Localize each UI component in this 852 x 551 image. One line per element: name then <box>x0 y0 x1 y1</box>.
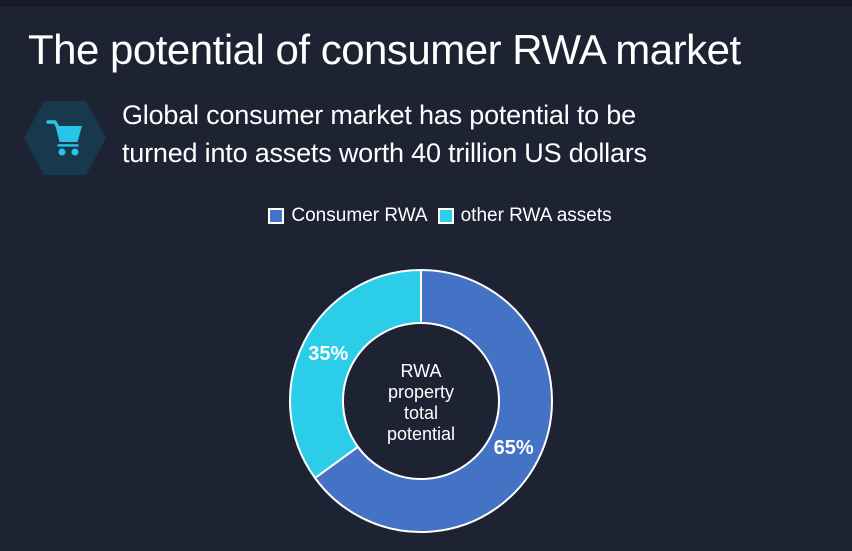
subtitle: Global consumer market has potential to … <box>122 96 647 172</box>
legend-label-consumer-rwa: Consumer RWA <box>291 205 428 226</box>
legend-swatch-other-rwa <box>437 208 454 224</box>
donut-center-label-line: potential <box>386 424 456 444</box>
donut-center-label-line: RWA <box>400 361 442 381</box>
donut-center-label: RWA property total potential <box>366 361 476 445</box>
subtitle-line-2: turned into assets worth 40 trillion US … <box>122 138 647 168</box>
top-edge-strip <box>0 0 852 7</box>
page-title: The potential of consumer RWA market <box>28 26 741 73</box>
slice-value-label-1: 35% <box>308 343 348 365</box>
legend-swatch-consumer-rwa <box>268 208 285 224</box>
donut-slice-1 <box>289 269 422 479</box>
donut-center-label-line: property <box>387 382 455 402</box>
legend-item-other-rwa: other RWA assets <box>437 205 612 227</box>
cart-glyph <box>46 120 82 156</box>
chart-legend: Consumer RWA other RWA assets <box>14 205 852 227</box>
donut-slice-0 <box>314 269 553 533</box>
legend-label-other-rwa: other RWA assets <box>460 205 612 226</box>
donut-chart-svg: 65% 35% <box>289 269 553 533</box>
shopping-cart-icon <box>24 101 106 175</box>
shopping-cart-icon-svg <box>24 101 106 175</box>
slice-value-label-0: 65% <box>494 437 534 459</box>
donut-center-label-line: total <box>403 403 439 423</box>
legend-item-consumer-rwa: Consumer RWA <box>268 205 428 227</box>
subtitle-line-1: Global consumer market has potential to … <box>122 100 636 130</box>
